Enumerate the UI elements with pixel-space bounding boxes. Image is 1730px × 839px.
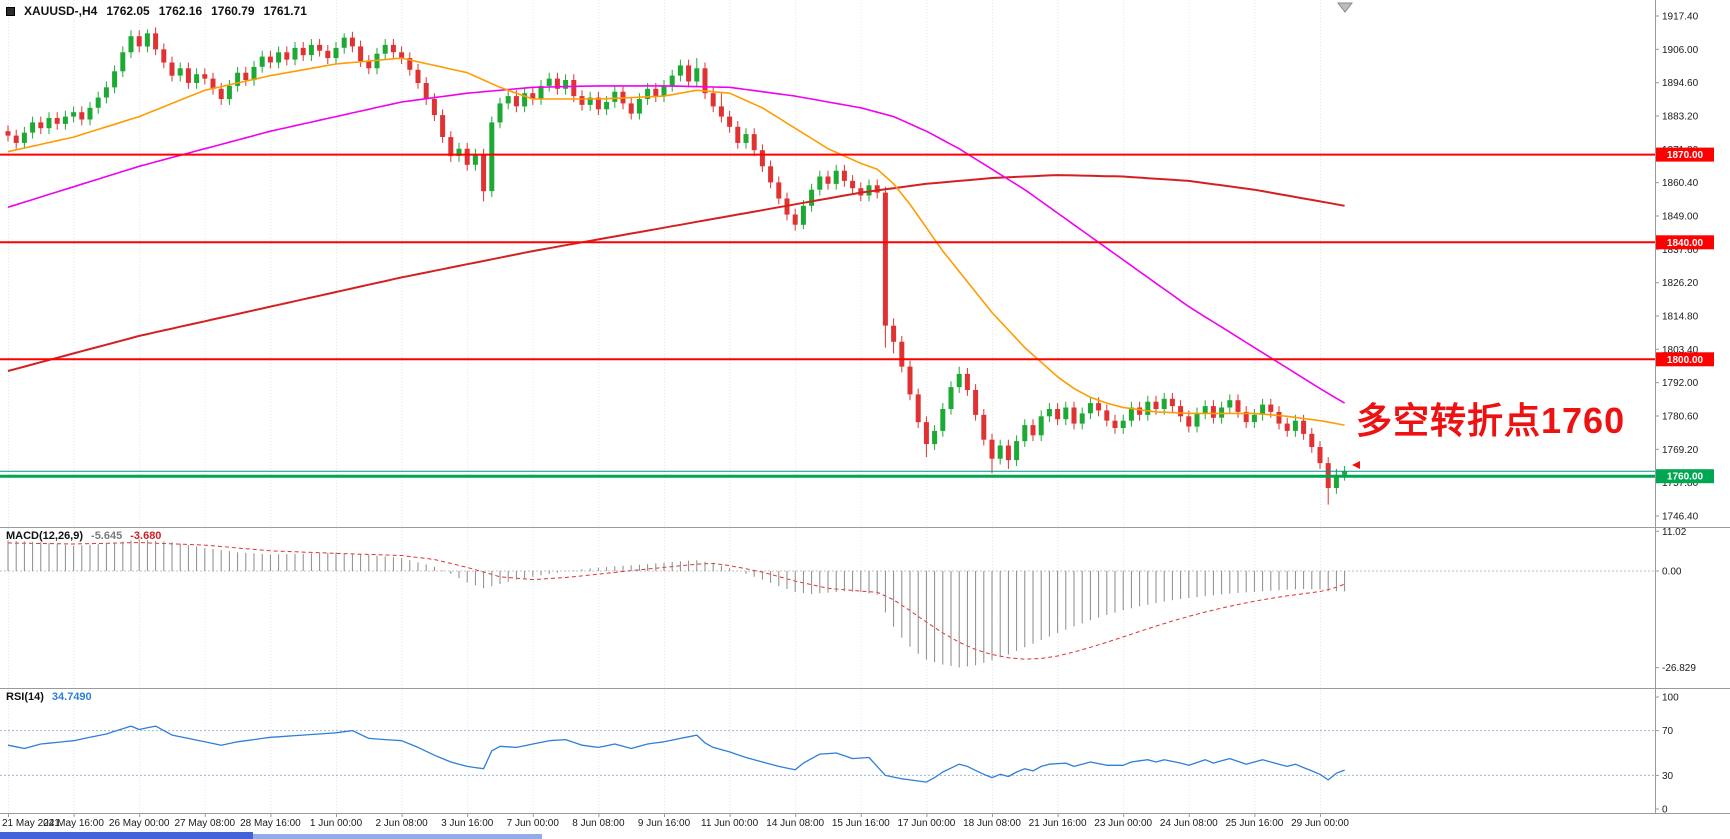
rsi-line <box>7 725 1345 783</box>
macd-signal-value: -3.680 <box>130 530 162 542</box>
time-axis-label: 25 Jun 16:00 <box>1225 818 1283 829</box>
time-axis-label: 9 Jun 16:00 <box>638 818 691 829</box>
price-axis: 1917.401906.001894.601883.201871.801860.… <box>1655 12 1714 523</box>
time-axis-label: 27 May 08:00 <box>174 818 235 829</box>
time-axis-label: 14 Jun 08:00 <box>766 818 824 829</box>
rsi-tick-label: 0 <box>1662 805 1668 816</box>
price-tick-label: 1826.20 <box>1662 278 1699 289</box>
horizontal-lines <box>0 153 1655 478</box>
time-axis-label: 2 Jun 08:00 <box>375 818 428 829</box>
rsi-caption: RSI(14) 34.7490 <box>6 691 92 703</box>
price-line-badge[interactable] <box>1656 469 1714 484</box>
price-tick-label: 1814.80 <box>1662 312 1699 323</box>
price-tick-label: 1792.00 <box>1662 378 1699 389</box>
grid <box>8 0 1321 813</box>
rsi-tick-label: 70 <box>1662 726 1674 737</box>
chart-title: XAUUSD-,H4 1762.05 1762.16 1760.79 1761.… <box>6 4 307 18</box>
price-tick-label: 1860.40 <box>1662 178 1699 189</box>
macd-tick-label: 0.00 <box>1662 567 1682 578</box>
macd-main-value: -5.645 <box>91 530 123 542</box>
price-tick-label: 1803.40 <box>1662 345 1699 356</box>
price-tick-label: 1746.40 <box>1662 512 1699 523</box>
candlesticks-series <box>5 27 1348 505</box>
price-tick-label: 1894.60 <box>1662 78 1699 89</box>
open-value: 1762.05 <box>106 4 150 18</box>
annotation-text[interactable]: 多空转折点1760 <box>1356 400 1626 441</box>
chart-shift-marker-icon[interactable] <box>1336 2 1354 13</box>
time-axis-label: 8 Jun 08:00 <box>572 818 625 829</box>
chart-symbol-icon <box>6 6 15 16</box>
time-axis-label: 21 May 2021 <box>2 818 60 829</box>
time-axis-label: 15 Jun 16:00 <box>832 818 890 829</box>
price-tick-label: 1780.60 <box>1662 412 1699 423</box>
price-tick-label: 1849.00 <box>1662 212 1699 223</box>
time-axis-label: 24 Jun 08:00 <box>1160 818 1218 829</box>
bottom-scrollbar[interactable] <box>0 832 253 839</box>
macd-histogram <box>7 539 1346 668</box>
high-value: 1762.16 <box>158 4 203 18</box>
macd-signal-line <box>7 542 1345 660</box>
close-value: 1761.71 <box>263 4 307 18</box>
price-line-badge[interactable] <box>1656 352 1714 367</box>
price-tick-label: 1917.40 <box>1662 12 1699 23</box>
price-line-badge[interactable] <box>1656 147 1714 162</box>
rsi-tick-label: 100 <box>1662 693 1679 704</box>
price-badge-label: 1870.00 <box>1667 150 1704 161</box>
time-axis-label: 21 Jun 16:00 <box>1029 818 1087 829</box>
time-axis-label: 29 Jun 00:00 <box>1291 818 1349 829</box>
time-axis-label: 18 Jun 08:00 <box>963 818 1021 829</box>
price-tick-label: 1906.00 <box>1662 45 1699 56</box>
price-tick-label: 1883.20 <box>1662 112 1699 123</box>
moving-averages <box>7 57 1346 426</box>
time-axis-label: 28 May 16:00 <box>240 818 301 829</box>
macd-tick-label: -26.829 <box>1662 663 1696 674</box>
price-badge-label: 1840.00 <box>1667 238 1704 249</box>
bottom-scrollbar-track[interactable] <box>253 834 542 839</box>
ma-slow-line <box>7 174 1345 372</box>
ma-mid-line <box>7 85 1346 404</box>
macd-tick-label: 11.02 <box>1662 527 1687 538</box>
time-axis-label: 24 May 16:00 <box>43 818 104 829</box>
price-tick-label: 1757.80 <box>1662 478 1699 489</box>
price-line-badge[interactable] <box>1656 235 1714 250</box>
time-axis-label: 3 Jun 16:00 <box>441 818 494 829</box>
price-tick-label: 1769.20 <box>1662 445 1699 456</box>
macd-caption: MACD(12,26,9) -5.645 -3.680 <box>6 530 161 542</box>
rsi-value: 34.7490 <box>51 691 92 703</box>
symbol-period-label: XAUUSD-,H4 <box>24 4 98 18</box>
rsi-name-label: RSI(14) <box>6 691 44 703</box>
price-badge-label: 1760.00 <box>1667 472 1704 483</box>
time-axis-label: 26 May 00:00 <box>109 818 170 829</box>
ma-fast-line <box>7 57 1345 426</box>
time-axis-label: 7 Jun 00:00 <box>507 818 560 829</box>
price-tick-label: 1837.60 <box>1662 245 1699 256</box>
rsi-tick-label: 30 <box>1662 771 1674 782</box>
rsi-pane: 100 70 30 0 <box>0 693 1679 816</box>
time-axis-label: 17 Jun 00:00 <box>897 818 955 829</box>
price-arrow-icon <box>1352 461 1360 469</box>
low-value: 1760.79 <box>211 4 255 18</box>
time-axis-label: 11 Jun 00:00 <box>701 818 759 829</box>
macd-pane: 11.02 0.00 -26.829 <box>0 527 1696 674</box>
time-axis-label: 23 Jun 00:00 <box>1094 818 1152 829</box>
price-badge-label: 1800.00 <box>1667 355 1704 366</box>
time-axis-label: 1 Jun 00:00 <box>310 818 363 829</box>
pane-separators <box>0 0 1730 814</box>
macd-name-label: MACD(12,26,9) <box>6 530 84 542</box>
